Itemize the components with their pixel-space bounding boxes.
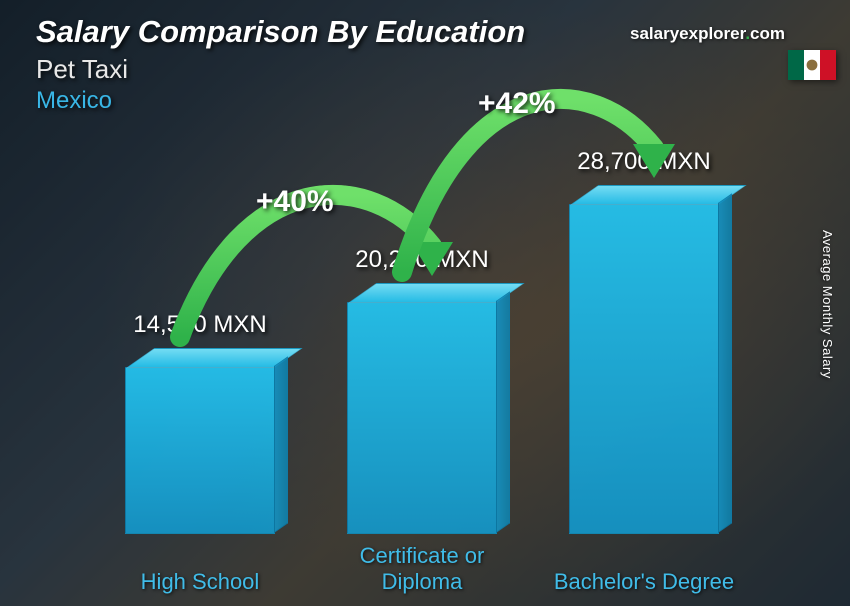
subtitle-role: Pet Taxi	[36, 54, 525, 85]
bar-label: Certificate or Diploma	[322, 543, 522, 594]
bar-label: Bachelor's Degree	[544, 569, 744, 594]
mexico-flag-icon	[788, 50, 836, 80]
bar-chart: 14,500 MXNHigh School20,200 MXNCertifica…	[95, 114, 775, 534]
brand-logo: salaryexplorer.com	[630, 24, 785, 44]
growth-arrow-icon	[95, 114, 775, 534]
title-block: Salary Comparison By Education Pet Taxi …	[36, 14, 525, 115]
y-axis-label: Average Monthly Salary	[820, 230, 835, 379]
brand-suffix: com	[750, 24, 785, 43]
bar-label: High School	[100, 569, 300, 594]
subtitle-country: Mexico	[36, 87, 525, 115]
brand-prefix: salaryexplorer	[630, 24, 745, 43]
growth-pct: +42%	[478, 87, 556, 121]
title-main: Salary Comparison By Education	[36, 14, 525, 50]
